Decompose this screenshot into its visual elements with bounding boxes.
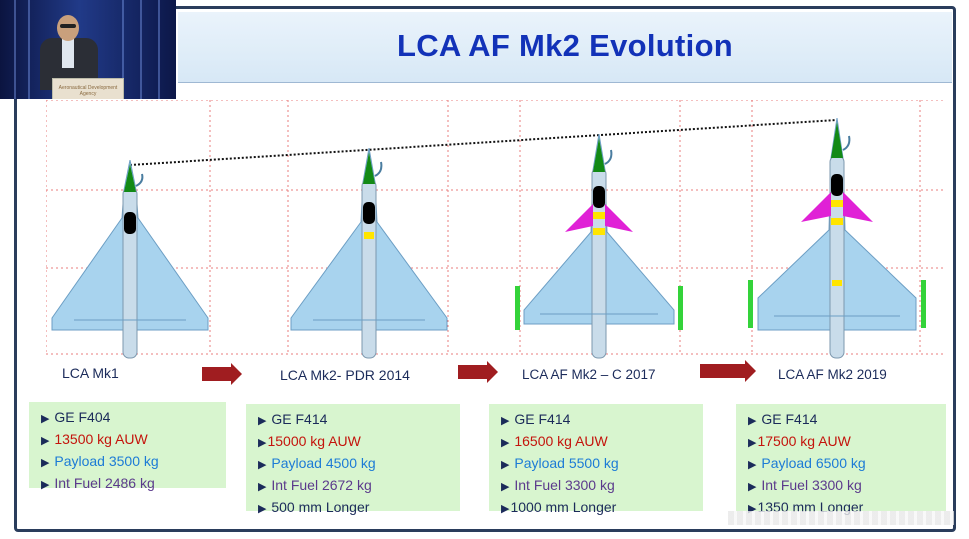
spec-line: ▶ Int Fuel 3300 kg [501, 477, 615, 493]
spec-line: ▶ 16500 kg AUW [501, 433, 608, 449]
spec-line: ▶15000 kg AUW [258, 433, 361, 449]
variant-label-af-mk2-2019: LCA AF Mk2 2019 [778, 367, 887, 382]
spec-line: ▶ Int Fuel 3300 kg [748, 477, 862, 493]
bullet-icon: ▶ [501, 481, 510, 493]
bullet-icon: ▶ [748, 415, 757, 427]
spec-line: ▶ Int Fuel 2486 kg [41, 475, 155, 491]
spec-line: ▶ 500 mm Longer [258, 499, 370, 515]
bullet-icon: ▶ [748, 503, 757, 515]
spec-line: ▶ GE F404 [41, 409, 111, 425]
spec-line: ▶ Payload 6500 kg [748, 455, 866, 471]
bullet-icon: ▶ [258, 481, 267, 493]
progression-arrow-3 [700, 360, 756, 382]
bullet-icon: ▶ [258, 415, 267, 427]
spec-panel-af-mk2-c: ▶ GE F414 ▶ 16500 kg AUW ▶ Payload 5500 … [489, 404, 703, 515]
bullet-icon: ▶ [748, 459, 757, 471]
bullet-icon: ▶ [501, 459, 510, 471]
bullet-icon: ▶ [748, 481, 757, 493]
spec-line: ▶ Payload 4500 kg [258, 455, 376, 471]
variant-label-mk2-pdr: LCA Mk2- PDR 2014 [280, 367, 410, 383]
bullet-icon: ▶ [748, 437, 757, 449]
bullet-icon: ▶ [41, 457, 50, 469]
podium-text: Aeronautical Development Agency [58, 85, 118, 97]
bullet-icon: ▶ [258, 503, 267, 515]
spec-panel-mk2-pdr: ▶ GE F414 ▶15000 kg AUW ▶ Payload 4500 k… [246, 404, 460, 515]
spec-panel-af-mk2-2019: ▶ GE F414 ▶17500 kg AUW ▶ Payload 6500 k… [736, 404, 946, 515]
bullet-icon: ▶ [41, 479, 50, 491]
spec-panel-mk1: ▶ GE F404 ▶ 13500 kg AUW ▶ Payload 3500 … [29, 402, 226, 491]
bullet-icon: ▶ [501, 503, 510, 515]
title-band: LCA AF Mk2 Evolution [178, 12, 952, 83]
speaker-video-overlay: Aeronautical Development Agency [0, 0, 176, 99]
spec-line: ▶ GE F414 [258, 411, 328, 427]
aircraft-lca-mk2-pdr [290, 148, 448, 359]
aircraft-lca-mk1 [51, 160, 209, 359]
spec-line: ▶ GE F414 [748, 411, 818, 427]
spec-line: ▶ Payload 5500 kg [501, 455, 619, 471]
bullet-icon: ▶ [41, 413, 50, 425]
bullet-icon: ▶ [41, 435, 50, 447]
aircraft-lca-af-mk2-2019 [748, 118, 926, 359]
bullet-icon: ▶ [258, 459, 267, 471]
progression-arrow-2 [458, 361, 498, 383]
watermark-overlay [728, 511, 954, 525]
podium: Aeronautical Development Agency [52, 78, 124, 99]
slide-title: LCA AF Mk2 Evolution [396, 28, 734, 63]
spec-line: ▶ Int Fuel 2672 kg [258, 477, 372, 493]
bullet-icon: ▶ [258, 437, 267, 449]
bullet-icon: ▶ [501, 437, 510, 449]
variant-label-af-mk2-c: LCA AF Mk2 – C 2017 [522, 367, 656, 382]
spec-line: ▶1000 mm Longer [501, 499, 617, 515]
spec-line: ▶ GE F414 [501, 411, 571, 427]
progression-arrow-1 [202, 363, 242, 385]
growth-trend-line [129, 119, 837, 166]
speaker-head [57, 15, 79, 41]
bullet-icon: ▶ [501, 415, 510, 427]
spec-line: ▶ 13500 kg AUW [41, 431, 148, 447]
spec-line: ▶17500 kg AUW [748, 433, 851, 449]
variant-label-mk1: LCA Mk1 [62, 365, 119, 381]
aircraft-lca-af-mk2-c [515, 134, 683, 359]
spec-line: ▶ Payload 3500 kg [41, 453, 159, 469]
